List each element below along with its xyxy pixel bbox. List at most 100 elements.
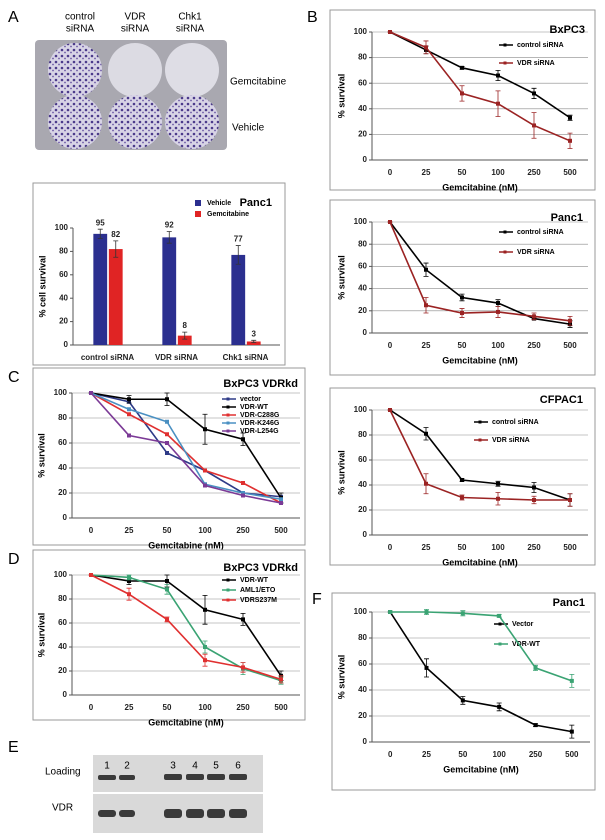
chart-frame (32, 182, 286, 366)
y-tick-label: 0 (63, 513, 68, 522)
y-tick-label: 20 (58, 666, 67, 675)
series-line (389, 409, 570, 501)
panel-label: C (8, 369, 20, 386)
x-axis-label: Gemcitabine (nM) (442, 355, 518, 365)
point-marker (279, 501, 283, 505)
point-marker (165, 587, 169, 592)
point-marker (89, 573, 93, 577)
point-marker (165, 397, 169, 402)
plate-column-label: control (65, 12, 95, 23)
data-label: 3 (252, 329, 257, 338)
chart-frame (329, 199, 596, 376)
x-tick-label: 250 (527, 341, 541, 350)
x-tick-label: 250 (527, 543, 541, 552)
point-marker (496, 481, 500, 486)
point-marker (165, 419, 169, 424)
chart-title: CFPAC1 (540, 394, 583, 406)
x-axis-label: Gemcitabine (nM) (442, 182, 518, 192)
point-marker (388, 408, 392, 412)
x-tick-label: 25 (422, 168, 431, 177)
point-marker (241, 493, 245, 498)
y-tick-label: 0 (64, 340, 69, 349)
x-tick-label: Chk1 siRNA (223, 353, 269, 362)
y-tick-label: 0 (363, 155, 368, 164)
chart-title: Panc1 (240, 197, 272, 209)
point-marker (568, 498, 572, 502)
y-tick-label: 80 (358, 53, 367, 62)
x-tick-label: 250 (527, 168, 541, 177)
x-tick-label: 25 (422, 750, 431, 759)
point-marker (279, 677, 283, 682)
point-marker (460, 495, 464, 500)
point-marker (532, 91, 536, 96)
y-tick-label: 40 (59, 293, 68, 302)
point-marker (241, 437, 245, 442)
data-label: 92 (165, 221, 174, 230)
point-marker (89, 391, 93, 395)
legend-label: AML1/ETO (240, 587, 276, 594)
x-tick-label: 50 (458, 341, 467, 350)
error-bar (97, 228, 103, 239)
series-line (90, 392, 282, 504)
point-marker (203, 645, 207, 649)
legend-label: VDR-C288G (240, 412, 280, 419)
point-marker (496, 301, 500, 306)
x-tick-label: 50 (458, 168, 467, 177)
point-marker (279, 497, 283, 502)
x-axis-label: Gemcitabine (nM) (443, 764, 519, 774)
panel-label: F (312, 591, 322, 608)
series-line (90, 574, 282, 677)
x-tick-label: 0 (388, 543, 393, 552)
point-marker (568, 115, 572, 120)
point-marker (532, 485, 536, 490)
chart-title: Panc1 (553, 597, 585, 609)
series-line (389, 31, 571, 142)
y-tick-label: 0 (363, 328, 368, 337)
legend-label: VDR-L254G (240, 428, 279, 435)
point-marker (165, 441, 169, 445)
point-marker (532, 314, 536, 319)
bar (246, 341, 261, 345)
x-axis-label: Gemcitabine (nM) (148, 540, 224, 550)
x-tick-label: 25 (422, 341, 431, 350)
point-marker (497, 704, 502, 709)
x-tick-label: 25 (125, 703, 134, 712)
point-marker (127, 412, 131, 417)
point-marker (460, 91, 464, 96)
legend-label: Vehicle (207, 200, 231, 207)
legend-marker (478, 438, 482, 442)
bar (93, 233, 108, 345)
bar (108, 249, 123, 345)
x-axis-label: Gemcitabine (nM) (148, 717, 224, 727)
legend-label: VDR-WT (240, 404, 269, 411)
y-axis-label: % survival (36, 433, 46, 478)
y-tick-label: 60 (358, 78, 367, 87)
point-marker (568, 318, 572, 323)
y-tick-label: 40 (58, 642, 67, 651)
point-marker (460, 478, 464, 482)
y-axis-label: % survival (36, 613, 46, 658)
y-tick-label: 100 (354, 217, 368, 226)
point-marker (424, 45, 428, 50)
x-tick-label: 100 (491, 341, 505, 350)
chart-frame (331, 592, 596, 791)
legend-marker (226, 598, 230, 602)
y-tick-label: 80 (58, 413, 67, 422)
x-tick-label: 0 (388, 750, 393, 759)
y-tick-label: 80 (358, 239, 367, 248)
legend-marker (226, 429, 230, 433)
point-marker (496, 73, 500, 78)
error-bar (235, 245, 241, 265)
point-marker (165, 579, 169, 583)
point-marker (165, 451, 169, 455)
legend-label: control siRNA (492, 419, 539, 426)
legend-label: control siRNA (517, 42, 564, 49)
legend-marker (226, 413, 230, 417)
x-tick-label: 250 (236, 526, 250, 535)
point-marker (241, 665, 245, 670)
legend-label: VDR siRNA (492, 437, 530, 444)
y-tick-label: 20 (59, 317, 68, 326)
chart-title: BxPC3 VDRkd (223, 562, 298, 574)
point-marker (533, 723, 538, 728)
y-tick-label: 100 (55, 223, 69, 232)
